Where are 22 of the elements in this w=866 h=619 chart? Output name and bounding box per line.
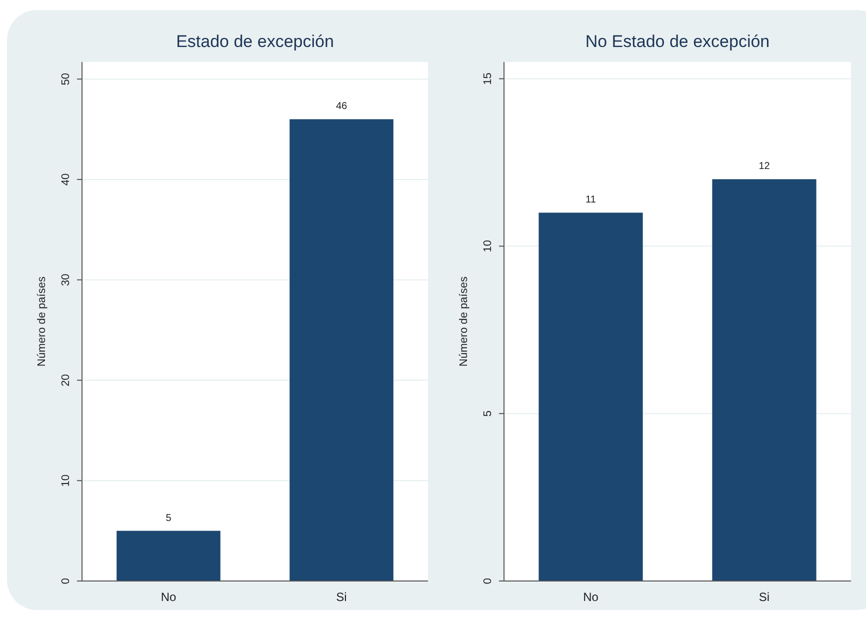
y-axis-title: Número de países (36, 276, 48, 366)
chart-title: No Estado de excepción (585, 32, 770, 51)
y-tick-label: 10 (482, 240, 494, 252)
y-tick-label: 50 (60, 72, 72, 86)
data-label: 12 (758, 161, 770, 172)
x-tick-label: No (583, 590, 599, 604)
y-tick-label: 20 (60, 374, 72, 386)
y-tick-label: 10 (60, 474, 72, 487)
x-tick-label: No (160, 590, 176, 604)
y-tick-label: 30 (60, 274, 72, 286)
y-tick-label: 0 (60, 578, 72, 584)
y-tick-label: 0 (482, 578, 494, 584)
y-tick-label: 5 (482, 410, 494, 417)
y-axis-title: Número de países (458, 276, 470, 366)
data-label: 5 (166, 512, 172, 524)
data-label: 46 (336, 101, 348, 112)
y-tick-label: 40 (60, 173, 72, 186)
chart-title: Estado de excepción (176, 32, 334, 51)
x-tick-label: Si (758, 590, 770, 604)
x-tick-label: Si (336, 590, 347, 604)
data-label: 11 (586, 194, 596, 206)
y-tick-label: 15 (482, 72, 494, 85)
